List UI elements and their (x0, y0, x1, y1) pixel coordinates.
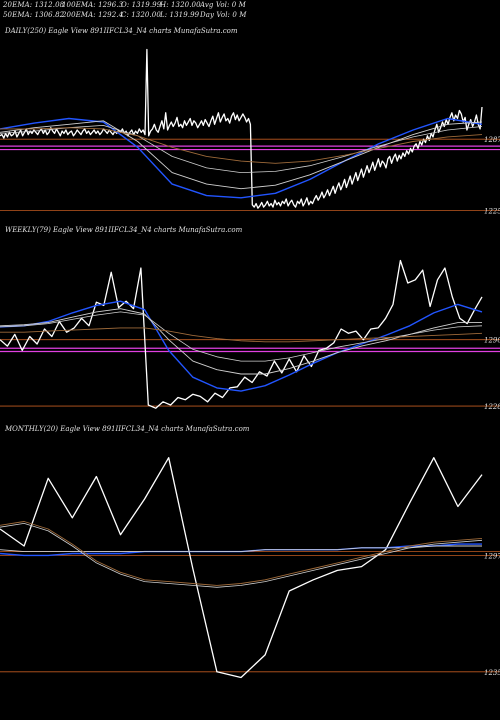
ema100-line-panel-2 (0, 523, 483, 588)
high-readout: H: 1320.00 (160, 1, 201, 9)
ema20-line-panel-1 (0, 300, 483, 392)
close-readout: C: 1320.00 (121, 11, 161, 19)
ema200-line-panel-2 (0, 521, 483, 586)
ema20-readout: 20EMA: 1312.08 (3, 1, 65, 9)
y-tick-label-0-1: 1225 (484, 208, 500, 216)
y-tick-label-2-1: 1235 (484, 669, 500, 677)
day-vol-readout: Day Vol: 0 M (200, 11, 247, 19)
price-line-panel-2 (0, 457, 483, 679)
ema50-line-panel-2 (0, 545, 482, 553)
ema50-line-panel-0 (0, 120, 483, 190)
ema50-line-panel-1 (0, 308, 482, 375)
y-tick-label-1-1: 1228 (484, 403, 500, 411)
low-readout: L: 1319.99 (160, 11, 200, 19)
ema200-readout: 200EMA: 1292.4 (62, 11, 124, 19)
price-line-panel-1 (0, 259, 483, 409)
ema20-line-panel-0 (0, 117, 483, 199)
y-tick-label-1-0: 1290 (484, 337, 500, 345)
ema100-line-panel-0 (0, 125, 483, 174)
ema200-line-panel-1 (0, 327, 483, 343)
monthly-panel-title: MONTHLY(20) Eagle View 891IIFCL34_N4 cha… (5, 425, 250, 433)
avg-vol-readout: Avg Vol: 0 M (200, 1, 246, 9)
ema100-line-panel-1 (0, 311, 483, 362)
ema200-line-panel-0 (0, 127, 483, 164)
ema100-readout: 100EMA: 1296.3 (62, 1, 124, 9)
ema50-readout: 50EMA: 1306.82 (3, 11, 65, 19)
weekly-panel-title: WEEKLY(79) Eagle View 891IIFCL34_N4 char… (5, 226, 243, 234)
price-line-panel-0 (0, 48, 483, 209)
daily-panel-title: DAILY(250) Eagle View 891IIFCL34_N4 char… (5, 27, 238, 35)
open-readout: O: 1319.99 (121, 1, 162, 9)
y-tick-label-0-0: 1287 (484, 136, 500, 144)
y-tick-label-2-0: 1297 (484, 552, 500, 560)
